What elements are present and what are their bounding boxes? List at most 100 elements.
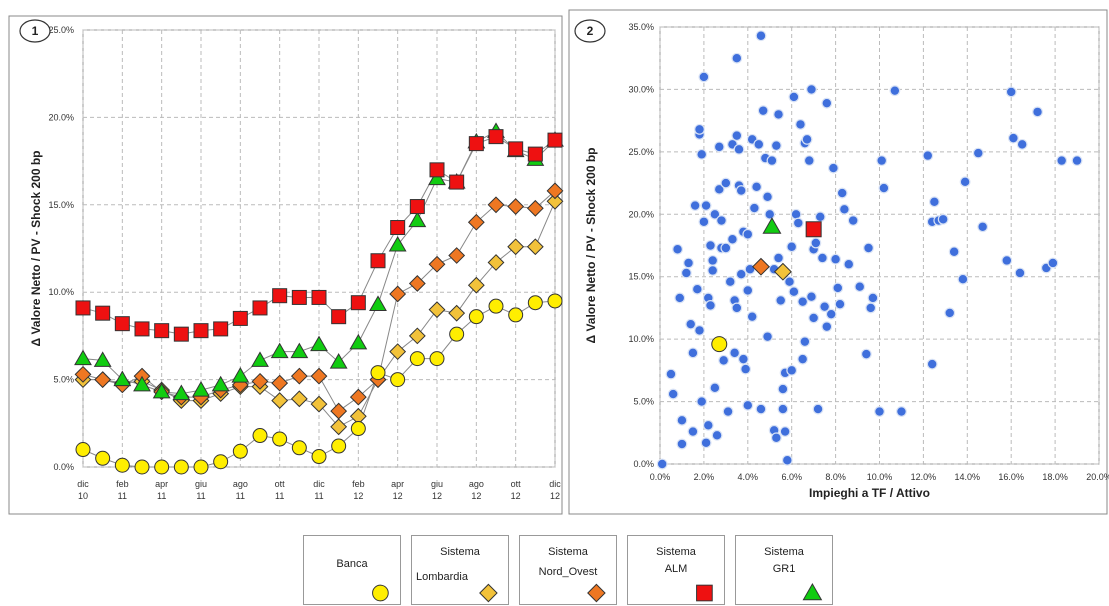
line-chart-svg: 0.0% 5.0% 10.0% 15.0% 20.0% 25.0% dic 10 feb 11 ap…: [8, 15, 564, 515]
y-tick-label: 15.0%: [48, 200, 74, 210]
data-point-gr1: [428, 169, 446, 186]
scatter-point: [847, 215, 859, 226]
x-tick-month: dic: [77, 479, 89, 489]
scatter-point: [801, 133, 813, 145]
legend-label-gr1: GR1: [772, 563, 796, 575]
data-point-alm: [468, 136, 484, 152]
x-tick-year: 12: [550, 491, 560, 501]
scatter-point: [959, 176, 971, 188]
y-tick-label: 15.0%: [628, 272, 654, 282]
data-point-banca: [429, 351, 445, 367]
scatter-point: [825, 308, 837, 320]
scatter-point: [705, 240, 716, 251]
data-point-nord-ovest: [546, 182, 564, 200]
scatter-point: [676, 438, 688, 450]
scatter-point: [707, 265, 719, 276]
data-point-alm: [508, 141, 524, 157]
scatter-point: [680, 267, 692, 279]
scatter-point: [687, 347, 699, 359]
data-point-alm: [390, 220, 406, 236]
scatter-point: [742, 399, 754, 411]
scatter-point: [799, 336, 811, 348]
data-point-nord-ovest: [467, 213, 485, 231]
scatter-point: [779, 426, 791, 437]
scatter-point: [746, 311, 758, 323]
legend-marker-alm: [696, 584, 713, 602]
scatter-point: [854, 281, 866, 293]
data-point-lombardia: [389, 343, 407, 361]
data-point-alm: [114, 316, 130, 332]
scatter-point: [810, 237, 822, 249]
data-point-alm: [547, 132, 563, 148]
scatter-point: [817, 252, 828, 264]
data-point-alm: [193, 323, 209, 339]
scatter-point: [977, 221, 989, 233]
scatter-point: [843, 258, 855, 270]
data-point-banca: [114, 457, 130, 473]
scatter-point: [926, 358, 938, 370]
highlight-point-lombardia: [773, 262, 792, 281]
scatter-point: [832, 282, 844, 294]
data-point-gr1: [388, 235, 407, 252]
x-tick-label: 4.0%: [738, 472, 759, 482]
panel-number-text: 2: [587, 24, 594, 38]
scatter-point: [957, 273, 969, 285]
scatter-point: [656, 458, 668, 470]
scatter-point: [665, 368, 677, 380]
data-point-lombardia: [428, 301, 446, 319]
scatter-point: [786, 364, 798, 376]
scatter-point: [685, 318, 697, 330]
scatter-point: [753, 138, 765, 150]
scatter-point: [830, 253, 842, 265]
x-tick-month: feb: [352, 479, 365, 489]
data-point-gr1: [310, 335, 328, 352]
scatter-point: [838, 203, 850, 215]
data-point-alm: [449, 174, 465, 190]
highlight-point-nord-ovest: [752, 257, 770, 276]
legend-label-sistema: Sistema: [440, 546, 480, 558]
data-point-banca: [291, 440, 307, 456]
data-point-gr1: [349, 333, 368, 350]
scatter-point: [720, 177, 732, 189]
data-point-nord-ovest: [428, 255, 446, 273]
x-tick-year: 10: [78, 491, 88, 501]
legend-item-nord-ovest: Sistema Nord_Ovest: [519, 535, 617, 605]
scatter-point: [694, 123, 705, 135]
y-tick-label: 35.0%: [628, 22, 654, 32]
y-tick-label: 10.0%: [48, 287, 74, 297]
scatter-point: [944, 307, 956, 319]
data-point-alm: [75, 300, 91, 316]
x-tick-year: 11: [196, 491, 205, 501]
legend-label-sistema: Sistema: [548, 546, 588, 558]
scatter-point: [948, 246, 960, 258]
scatter-point: [716, 215, 727, 226]
scatter-point: [821, 321, 833, 333]
scatter-point: [707, 255, 719, 266]
legend-symbol-nord-ovest: [587, 583, 606, 603]
x-tick-month: dic: [313, 479, 325, 489]
scatter-point: [687, 426, 699, 437]
legend-symbol-gr1: [802, 583, 823, 601]
legend-symbol-alm: [696, 584, 713, 602]
panel-number-text: 1: [32, 24, 39, 38]
y-tick-label: 25.0%: [628, 147, 654, 157]
highlight-point-gr1: [762, 217, 782, 234]
data-point-lombardia: [310, 395, 328, 413]
data-point-lombardia: [487, 254, 505, 271]
scatter-point: [889, 85, 901, 97]
scatter-point: [775, 295, 787, 306]
data-point-nord-ovest: [251, 372, 269, 390]
scatter-point: [727, 233, 738, 245]
scatter-point: [797, 353, 809, 365]
x-tick-year: 11: [236, 491, 245, 501]
data-point-alm: [350, 295, 366, 311]
data-point-alm: [252, 300, 268, 316]
scatter-point: [709, 208, 721, 220]
data-point-banca: [173, 459, 189, 475]
data-point-lombardia: [546, 192, 564, 210]
data-point-lombardia: [408, 327, 426, 345]
scatter-point: [705, 300, 716, 311]
data-point-banca: [213, 454, 229, 470]
x-tick-label: 16.0%: [998, 472, 1024, 482]
scatter-point: [689, 200, 701, 211]
